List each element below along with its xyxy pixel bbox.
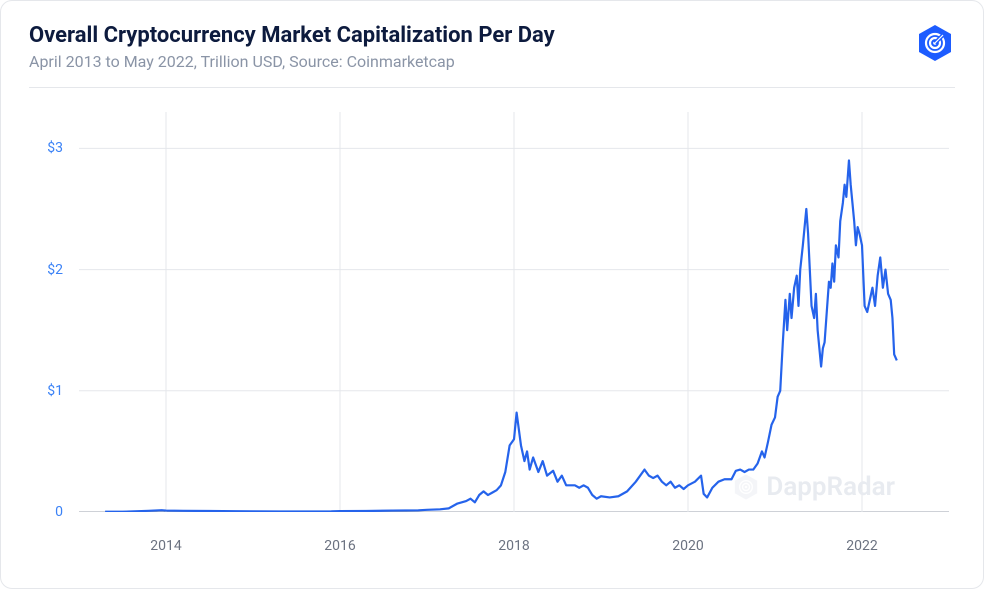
x-tick-label: 2014 bbox=[150, 538, 181, 554]
x-tick-label: 2020 bbox=[672, 538, 703, 554]
x-tick-label: 2016 bbox=[324, 538, 355, 554]
x-tick-label: 2018 bbox=[498, 538, 529, 554]
plot-area: 0$1$2$3 DappRadar 20142016201820202022 bbox=[29, 112, 955, 572]
chart-card: Overall Cryptocurrency Market Capitaliza… bbox=[0, 0, 984, 589]
chart-canvas bbox=[79, 112, 949, 512]
chart-title: Overall Cryptocurrency Market Capitaliza… bbox=[29, 23, 915, 48]
dappradar-logo-icon bbox=[915, 23, 955, 63]
y-tick-label: $2 bbox=[47, 262, 63, 278]
x-axis: 2014 2016 2018 2020 2022 bbox=[79, 538, 945, 562]
y-tick-label: 0 bbox=[55, 504, 63, 520]
header-text: Overall Cryptocurrency Market Capitaliza… bbox=[29, 23, 915, 71]
y-tick-label: $1 bbox=[47, 383, 63, 399]
x-tick-label: 2022 bbox=[846, 538, 877, 554]
chart-header: Overall Cryptocurrency Market Capitaliza… bbox=[29, 23, 955, 88]
y-axis: 0$1$2$3 bbox=[29, 112, 69, 512]
chart-subtitle: April 2013 to May 2022, Trillion USD, So… bbox=[29, 52, 915, 71]
y-tick-label: $3 bbox=[47, 140, 63, 156]
